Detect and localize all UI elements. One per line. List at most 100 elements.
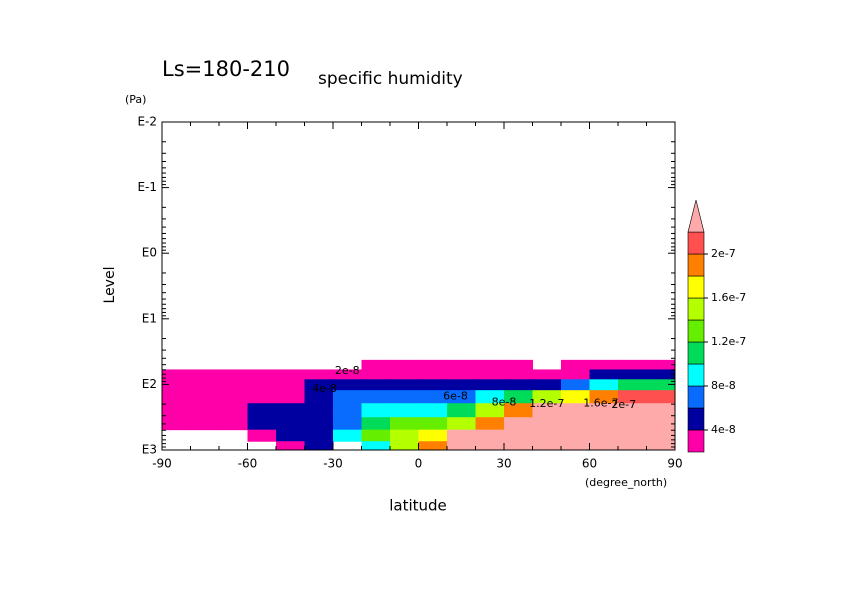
contour-cell <box>304 369 334 380</box>
contour-cell <box>276 417 305 431</box>
contour-cell <box>190 379 220 391</box>
contour-cell <box>618 359 647 370</box>
contour-cell <box>162 417 191 431</box>
contour-cell <box>390 359 419 370</box>
contour-cell <box>162 390 191 404</box>
colorbar-segment <box>687 253 705 277</box>
contour-cell <box>504 441 533 451</box>
contour-cell <box>589 417 619 431</box>
contour-cell <box>162 369 191 380</box>
contour-cell <box>475 359 505 370</box>
contour-label: 1.2e-7 <box>529 397 564 410</box>
contour-cell <box>162 403 191 418</box>
contour-cell <box>418 417 448 431</box>
contour-cell <box>418 441 448 451</box>
contour-cell <box>618 369 647 380</box>
contour-cell <box>390 390 419 404</box>
contour-cell <box>247 390 277 404</box>
contour-cell <box>418 429 448 442</box>
contour-cell <box>646 359 676 370</box>
contour-cell <box>475 429 505 442</box>
contour-cell <box>276 390 305 404</box>
contour-cell <box>532 429 562 442</box>
contour-cell <box>247 403 277 418</box>
contour-cell <box>247 429 277 442</box>
contour-cell <box>304 379 334 391</box>
contour-cell <box>646 403 676 418</box>
contour-cell <box>618 390 647 404</box>
y-tick-label: E-2 <box>137 115 157 129</box>
contour-label: 6e-8 <box>443 389 468 402</box>
y-tick-label: E1 <box>142 311 157 325</box>
contour-cell <box>219 390 248 404</box>
contour-cell <box>247 417 277 431</box>
contour-cell <box>361 390 391 404</box>
contour-cell <box>532 441 562 451</box>
contour-cell <box>618 429 647 442</box>
contour-cell <box>618 441 647 451</box>
contour-cell <box>447 429 476 442</box>
contour-cell <box>532 417 562 431</box>
contour-cell <box>646 441 676 451</box>
contour-cell <box>219 369 248 380</box>
contour-cell <box>361 441 391 451</box>
contour-cell <box>190 390 220 404</box>
contour-cell <box>589 403 619 418</box>
x-tick-label: -60 <box>238 457 258 471</box>
contour-cell <box>561 390 590 404</box>
colorbar-tick-label: 1.2e-7 <box>711 335 746 348</box>
contour-cell <box>475 390 505 404</box>
contour-cell <box>304 390 334 404</box>
contour-cell <box>504 403 533 418</box>
contour-cell <box>561 379 590 391</box>
contour-cell <box>162 379 191 391</box>
contour-cell <box>504 390 533 404</box>
contour-cell <box>247 379 277 391</box>
colorbar-extension <box>687 199 705 233</box>
contour-cell <box>646 429 676 442</box>
chart-title: Ls=180-210 <box>162 57 290 81</box>
contour-cell <box>333 417 362 431</box>
contour-cell <box>561 417 590 431</box>
contour-cell <box>333 379 362 391</box>
contour-cell <box>532 369 562 380</box>
contour-cell <box>618 379 647 391</box>
x-tick-label: 60 <box>582 457 597 471</box>
contour-cell <box>190 417 220 431</box>
colorbar-segment <box>687 231 705 255</box>
y-tick-label: E3 <box>142 443 157 457</box>
y-tick-label: E-1 <box>137 180 157 194</box>
x-tick-label: -90 <box>152 457 172 471</box>
x-tick-label: 90 <box>667 457 682 471</box>
contour-cell <box>418 379 448 391</box>
contour-cell <box>361 403 391 418</box>
contour-cell <box>390 403 419 418</box>
contour-cell <box>532 403 562 418</box>
colorbar-segment <box>687 297 705 321</box>
colorbar-tick-label: 1.6e-7 <box>711 291 746 304</box>
contour-cell <box>418 390 448 404</box>
contour-cell <box>646 390 676 404</box>
contour-cell <box>618 417 647 431</box>
x-tick-label: -30 <box>323 457 343 471</box>
contour-cell <box>475 441 505 451</box>
contour-cell <box>561 429 590 442</box>
contour-cell <box>646 369 676 380</box>
contour-cell <box>418 403 448 418</box>
contour-cell <box>361 379 391 391</box>
contour-cell <box>532 379 562 391</box>
contour-cell <box>447 369 476 380</box>
contour-cell <box>219 379 248 391</box>
colorbar-tick-label: 4e-8 <box>711 423 736 436</box>
contour-cell <box>447 403 476 418</box>
contour-cell <box>247 369 277 380</box>
contour-label: 2e-8 <box>335 364 360 377</box>
contour-cell <box>589 379 619 391</box>
y-axis-label: Level <box>102 267 118 304</box>
colorbar-segment <box>687 319 705 343</box>
contour-cell <box>390 441 419 451</box>
contour-cell <box>447 379 476 391</box>
contour-cell <box>390 429 419 442</box>
contour-cell <box>333 369 362 380</box>
